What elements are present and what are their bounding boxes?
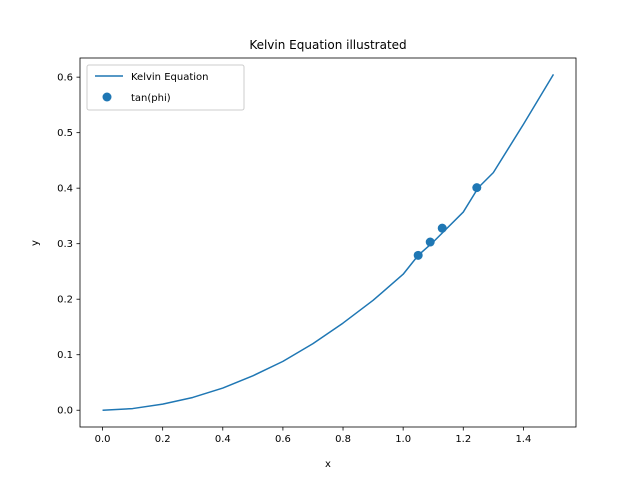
y-tick-label: 0.0 [57,406,73,417]
y-tick-label: 0.1 [57,350,73,361]
scatter-point [413,250,423,260]
legend-label-scatter: tan(phi) [131,93,171,104]
y-tick-label: 0.6 [57,73,73,84]
y-tick-label: 0.2 [57,295,73,306]
series-layer [102,73,555,411]
legend-marker-swatch [102,92,112,102]
ticks-layer: 0.0 0.2 0.4 0.6 0.8 1.0 1.2 1.4 0.0 0.1 0.2 0.3 0.4 0… [57,73,531,445]
scatter-point [437,223,447,233]
chart-title: Kelvin Equation illustrated [249,38,406,52]
y-tick-label: 0.5 [57,128,73,139]
x-axis-label: x [325,459,331,470]
scatter-point [425,237,435,247]
x-tick-label: 0.4 [215,434,231,445]
legend-label-line: Kelvin Equation [131,72,209,83]
x-tick-label: 0.2 [155,434,171,445]
plot-area [80,58,576,427]
legend-box [86,64,245,111]
y-tick-label: 0.4 [57,184,73,195]
x-tick-label: 0.8 [335,434,351,445]
scatter-point [472,183,482,193]
y-tick-label: 0.3 [57,239,73,250]
plot-frame [79,57,577,428]
x-tick-label: 1.2 [455,434,471,445]
x-tick-label: 1.4 [515,434,531,445]
x-tick-label: 0.0 [95,434,111,445]
y-axis-label: y [30,240,41,246]
legend: Kelvin Equation tan(phi) [86,64,245,111]
series-line-kelvin-equation [102,73,555,411]
x-tick-label: 0.6 [275,434,291,445]
x-tick-label: 1.0 [395,434,411,445]
